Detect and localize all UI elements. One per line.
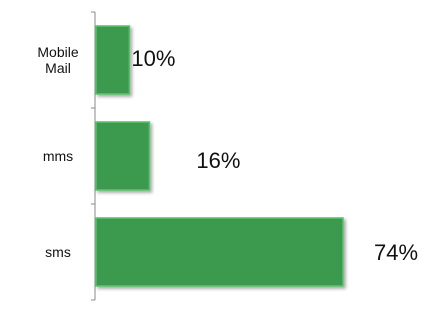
category-labels-group: Mobile Mail mms sms: [37, 44, 78, 260]
bars-group: [95, 25, 344, 287]
bar-sms: [95, 217, 344, 287]
category-label: sms: [45, 244, 71, 260]
category-label: mms: [43, 148, 73, 164]
value-label: 10%: [131, 46, 175, 71]
bar-mms: [95, 121, 151, 191]
category-label: Mobile Mail: [37, 44, 78, 76]
value-labels-group: 10% 16% 74%: [131, 46, 418, 265]
axis-ticks: [91, 11, 95, 301]
bar-mobile-mail: [95, 25, 131, 95]
value-label: 74%: [374, 240, 418, 265]
value-label: 16%: [196, 148, 240, 173]
